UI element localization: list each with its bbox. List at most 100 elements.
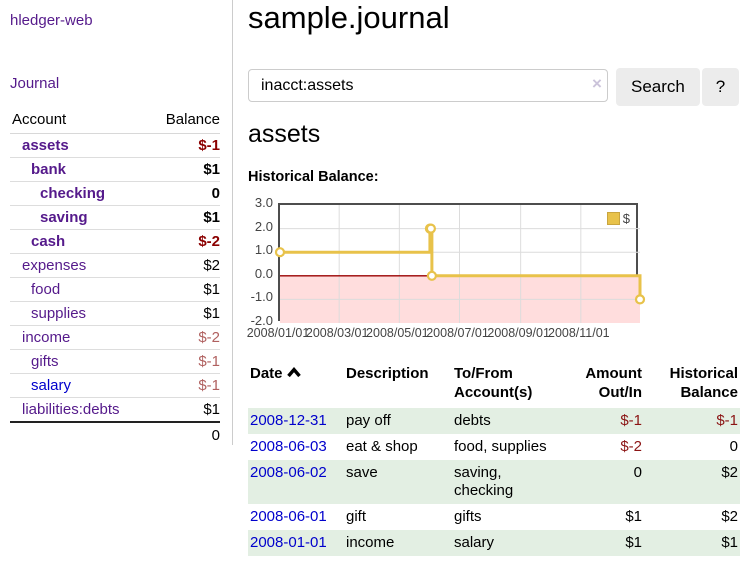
accounts-header-row: Account Balance bbox=[10, 108, 220, 134]
sidebar-account-link[interactable]: expenses bbox=[22, 257, 87, 274]
register-date-link[interactable]: 2008-01-01 bbox=[250, 534, 327, 551]
register-balance: $1 bbox=[721, 534, 738, 551]
register-description: eat & shop bbox=[346, 438, 418, 455]
register-date-link[interactable]: 2008-06-01 bbox=[250, 508, 327, 525]
sidebar-account-link[interactable]: gifts bbox=[31, 353, 59, 370]
account-balance: $-2 bbox=[198, 233, 220, 250]
account-balance: $-1 bbox=[198, 377, 220, 394]
register-amount: 0 bbox=[633, 464, 642, 481]
account-row: food $1 bbox=[10, 277, 220, 302]
x-axis-tick-label: 2008/11/01 bbox=[547, 326, 610, 340]
account-row: saving $1 bbox=[10, 205, 220, 230]
account-balance: 0 bbox=[211, 185, 220, 202]
register-header-balance: Historical Balance bbox=[669, 365, 738, 401]
register-description: income bbox=[346, 534, 395, 551]
register-accounts: debts bbox=[454, 412, 491, 429]
account-heading: assets bbox=[248, 120, 321, 148]
sidebar-account-link[interactable]: income bbox=[22, 329, 71, 346]
account-row: liabilities:debts $1 bbox=[10, 397, 220, 423]
sidebar-item-journal[interactable]: Journal bbox=[10, 75, 60, 92]
register-description: gift bbox=[346, 508, 367, 525]
account-row: cash $-2 bbox=[10, 229, 220, 254]
account-row: supplies $1 bbox=[10, 301, 220, 326]
register-balance: $2 bbox=[721, 464, 738, 481]
x-axis-tick-label: 2008/01/01 bbox=[246, 326, 310, 340]
account-balance: $2 bbox=[203, 257, 220, 274]
account-row: expenses $2 bbox=[10, 253, 220, 278]
account-row: salary $-1 bbox=[10, 373, 220, 398]
register-header-amount: Amount Out/In bbox=[585, 365, 642, 401]
sidebar-account-link[interactable]: cash bbox=[31, 233, 66, 250]
accounts-table: Account Balance assets $-1 bank $1 checking 0… bbox=[10, 108, 220, 448]
app-brand-link[interactable]: hledger-web bbox=[10, 12, 93, 29]
account-balance: $1 bbox=[203, 209, 220, 226]
account-row: income $-2 bbox=[10, 325, 220, 350]
legend-label: $ bbox=[622, 211, 630, 226]
data-point-marker bbox=[425, 223, 437, 234]
data-point-marker bbox=[274, 247, 286, 258]
x-axis-tick-label: 2008/03/01 bbox=[305, 326, 369, 340]
register-row: 2008-12-31 pay off debts $-1 $-1 bbox=[248, 408, 740, 434]
chart-title-label: Historical Balance: bbox=[248, 169, 379, 185]
account-balance: $-1 bbox=[198, 353, 220, 370]
sidebar-account-link[interactable]: salary bbox=[31, 377, 72, 394]
search-input[interactable] bbox=[248, 69, 608, 102]
register-date-link[interactable]: 2008-12-31 bbox=[250, 412, 327, 429]
chart-legend: $ bbox=[605, 210, 631, 227]
register-balance: $2 bbox=[721, 508, 738, 525]
search-button[interactable]: Search bbox=[616, 68, 700, 106]
account-row: checking 0 bbox=[10, 181, 220, 206]
register-row: 2008-06-02 save saving, checking 0 $2 bbox=[248, 460, 740, 504]
x-axis-tick-label: 2008/07/01 bbox=[426, 326, 489, 340]
register-balance: 0 bbox=[729, 438, 738, 455]
register-header-row: Date Description To/From Account(s) Amou… bbox=[248, 360, 740, 408]
register-description: save bbox=[346, 464, 378, 481]
balance-chart-svg bbox=[274, 205, 646, 323]
sidebar: hledger-web Journal Account Balance asse… bbox=[0, 0, 233, 448]
register-date-link[interactable]: 2008-06-03 bbox=[250, 438, 327, 455]
sort-ascending-icon bbox=[286, 367, 301, 378]
account-balance: $-1 bbox=[198, 137, 220, 154]
sidebar-account-link[interactable]: bank bbox=[31, 161, 67, 178]
y-axis-tick-label: -2.0 bbox=[250, 313, 273, 328]
account-balance: $1 bbox=[203, 161, 220, 178]
y-axis-tick-label: 3.0 bbox=[254, 195, 273, 210]
register-balance: $-1 bbox=[716, 412, 738, 429]
accounts-header-account: Account bbox=[10, 108, 151, 134]
sidebar-account-link[interactable]: assets bbox=[22, 137, 69, 154]
register-date-link[interactable]: 2008-06-02 bbox=[250, 464, 327, 481]
account-balance: $1 bbox=[203, 305, 220, 322]
register-description: pay off bbox=[346, 412, 391, 429]
data-point-marker bbox=[426, 270, 437, 281]
sidebar-account-link[interactable]: food bbox=[31, 281, 61, 298]
register-amount: $-1 bbox=[620, 412, 642, 429]
y-axis-tick-label: 0.0 bbox=[254, 265, 273, 281]
x-axis-tick-label: 2008/09/01 bbox=[487, 326, 550, 340]
sidebar-account-link[interactable]: saving bbox=[40, 209, 88, 226]
sidebar-account-link[interactable]: checking bbox=[40, 185, 106, 202]
register-accounts: salary bbox=[454, 534, 495, 551]
accounts-total-value: 0 bbox=[10, 421, 220, 448]
register-accounts: food, supplies bbox=[454, 438, 547, 455]
register-table: Date Description To/From Account(s) Amou… bbox=[248, 360, 740, 556]
clear-search-icon[interactable]: × bbox=[592, 74, 602, 93]
account-row: bank $1 bbox=[10, 157, 220, 182]
accounts-header-balance: Balance bbox=[150, 108, 220, 134]
register-row: 2008-06-01 gift gifts $1 $2 bbox=[248, 504, 740, 530]
register-header-accounts: To/From Account(s) bbox=[454, 365, 533, 401]
x-axis-tick-label: 2008/05/01 bbox=[366, 326, 429, 340]
page-title: sample.journal bbox=[248, 0, 450, 35]
account-row: assets $-1 bbox=[10, 133, 220, 158]
help-button[interactable]: ? bbox=[702, 68, 739, 106]
sidebar-account-link[interactable]: liabilities:debts bbox=[22, 401, 120, 418]
register-row: 2008-06-03 eat & shop food, supplies $-2 0 bbox=[248, 434, 740, 460]
register-amount: $1 bbox=[625, 534, 642, 551]
account-balance: $1 bbox=[203, 401, 220, 418]
register-accounts: saving, checking bbox=[454, 464, 514, 499]
register-header-date[interactable]: Date bbox=[248, 360, 344, 408]
y-axis-tick-label: 2.0 bbox=[254, 218, 273, 234]
historical-balance-chart[interactable]: $ bbox=[274, 203, 646, 323]
legend-swatch bbox=[606, 212, 620, 225]
sidebar-account-link[interactable]: supplies bbox=[31, 305, 87, 322]
account-row: gifts $-1 bbox=[10, 349, 220, 374]
